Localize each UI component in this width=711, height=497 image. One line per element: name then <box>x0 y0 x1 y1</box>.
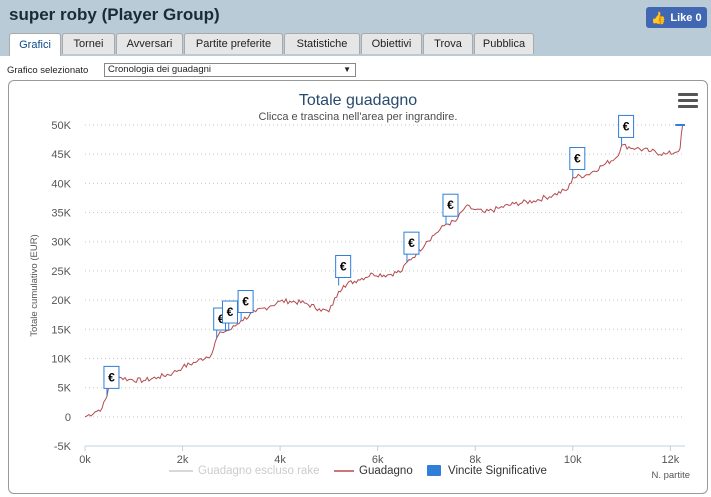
legend-symbol-vincite[interactable] <box>427 465 441 476</box>
page-title: super roby (Player Group) <box>9 5 220 24</box>
chart-svg[interactable]: Totale guadagno Clicca e trascina nell'ar… <box>9 81 707 493</box>
tab-tornei[interactable]: Tornei <box>62 33 115 54</box>
y-tick-label: 25K <box>51 266 71 278</box>
y-tick-label: 20K <box>51 295 71 307</box>
win-flag-box[interactable] <box>103 365 120 389</box>
euro-icon: € <box>108 370 115 384</box>
chart-title: Totale guadagno <box>299 92 417 109</box>
tab-statistiche[interactable]: Statistiche <box>284 33 360 54</box>
like-label: Like 0 <box>670 11 702 24</box>
euro-icon: € <box>447 198 454 212</box>
x-tick-label: 4k <box>274 454 286 466</box>
tab-avversari[interactable]: Avversari <box>116 33 183 54</box>
header-bar: super roby (Player Group) 👍 Like 0 Grafi… <box>0 0 711 56</box>
tab-pubblica[interactable]: Pubblica <box>474 33 534 54</box>
euro-icon: € <box>218 312 225 326</box>
chart-subtitle: Clicca e trascina nell'area per ingrandi… <box>259 111 458 123</box>
euro-icon: € <box>340 260 347 274</box>
euro-icon: € <box>408 236 415 250</box>
euro-icon: € <box>574 152 581 166</box>
legend-label[interactable]: Guadagno escluso rake <box>198 465 319 477</box>
series-line-guadagno[interactable] <box>84 124 684 418</box>
x-tick-label: 10k <box>564 454 582 466</box>
y-tick-label: -5K <box>54 441 72 453</box>
x-tick-label: 0k <box>79 454 91 466</box>
y-tick-label: 45K <box>51 149 71 161</box>
x-tick-label: 12k <box>661 454 679 466</box>
tab-obiettivi[interactable]: Obiettivi <box>361 33 422 54</box>
facebook-like-button[interactable]: 👍 Like 0 <box>646 7 707 28</box>
chart-selector-dropdown[interactable]: Cronologia dei guadagni ▼ <box>104 63 356 77</box>
win-flag-box[interactable] <box>569 147 586 171</box>
x-tick-label: 6k <box>372 454 384 466</box>
y-tick-label: 10K <box>51 353 71 365</box>
y-tick-label: 5K <box>58 383 72 395</box>
euro-icon: € <box>623 119 630 133</box>
thumbs-up-icon: 👍 <box>651 10 667 25</box>
chart-selector-value: Cronologia dei guadagni <box>108 64 211 75</box>
dropdown-arrow-icon: ▼ <box>343 65 351 74</box>
x-tick-label: 8k <box>469 454 481 466</box>
y-tick-label: 0 <box>65 412 71 424</box>
tab-trova[interactable]: Trova <box>423 33 473 54</box>
y-tick-label: 35K <box>51 208 71 220</box>
y-tick-label: 40K <box>51 178 71 190</box>
chart-selector-label: Grafico selezionato <box>7 65 89 76</box>
tab-grafici[interactable]: Grafici <box>9 33 61 56</box>
chart-menu-icon[interactable] <box>678 93 698 109</box>
chart-container[interactable]: Totale guadagno Clicca e trascina nell'ar… <box>8 80 708 494</box>
win-flag-box[interactable] <box>442 193 459 217</box>
win-flag-box[interactable] <box>403 231 420 255</box>
win-flag-box[interactable] <box>618 114 635 138</box>
tab-partite-preferite[interactable]: Partite preferite <box>184 33 283 54</box>
legend-label[interactable]: Guadagno <box>359 465 413 477</box>
x-tick-label: 2k <box>177 454 189 466</box>
y-tick-label: 15K <box>51 324 71 336</box>
x-axis-label: N. partite <box>651 470 690 481</box>
euro-icon: € <box>242 295 249 309</box>
y-tick-label: 50K <box>51 120 71 132</box>
euro-icon: € <box>227 305 234 319</box>
win-flag-box[interactable] <box>237 290 254 314</box>
y-axis-label: Totale cumulativo (EUR) <box>29 234 40 336</box>
legend-label[interactable]: Vincite Significative <box>448 465 547 477</box>
y-tick-label: 30K <box>51 237 71 249</box>
win-flag-box[interactable] <box>221 300 238 324</box>
win-flag-box[interactable] <box>335 255 352 278</box>
